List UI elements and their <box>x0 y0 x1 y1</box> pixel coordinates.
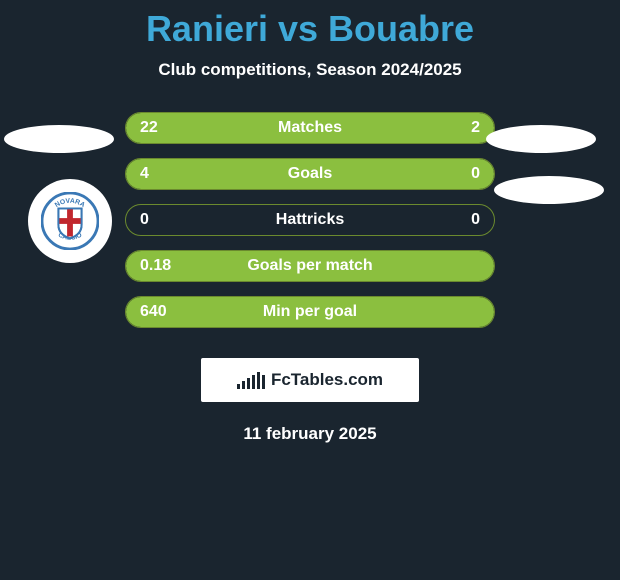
stat-left-value: 640 <box>140 303 167 321</box>
stat-label: Goals per match <box>247 257 372 275</box>
stat-row: 0.18 Goals per match <box>125 250 495 282</box>
side-ellipse <box>486 125 596 153</box>
stat-left-value: 0 <box>140 211 149 229</box>
svg-text:NOVARA: NOVARA <box>54 198 86 210</box>
side-ellipse <box>4 125 114 153</box>
stat-row: 22 Matches 2 <box>125 112 495 144</box>
subtitle: Club competitions, Season 2024/2025 <box>0 60 620 80</box>
stat-label: Goals <box>288 165 332 183</box>
shield-icon: NOVARA CALCIO <box>41 192 99 250</box>
date-label: 11 february 2025 <box>0 424 620 444</box>
stat-row: 640 Min per goal <box>125 296 495 328</box>
bars-icon <box>237 371 265 389</box>
stat-label: Matches <box>278 119 342 137</box>
stat-left-value: 22 <box>140 119 158 137</box>
fctables-watermark: FcTables.com <box>201 358 419 402</box>
stat-left-value: 0.18 <box>140 257 171 275</box>
stat-right-value: 2 <box>471 119 480 137</box>
stat-right-value: 0 <box>471 165 480 183</box>
stat-label: Min per goal <box>263 303 357 321</box>
stat-left-value: 4 <box>140 165 149 183</box>
stat-row: 4 Goals 0 <box>125 158 495 190</box>
stat-label: Hattricks <box>276 211 344 229</box>
stat-right-value: 0 <box>471 211 480 229</box>
stat-row: 0 Hattricks 0 <box>125 204 495 236</box>
fctables-label: FcTables.com <box>271 370 383 390</box>
side-ellipse <box>494 176 604 204</box>
club-badge: NOVARA CALCIO <box>28 179 112 263</box>
page-title: Ranieri vs Bouabre <box>0 8 620 50</box>
